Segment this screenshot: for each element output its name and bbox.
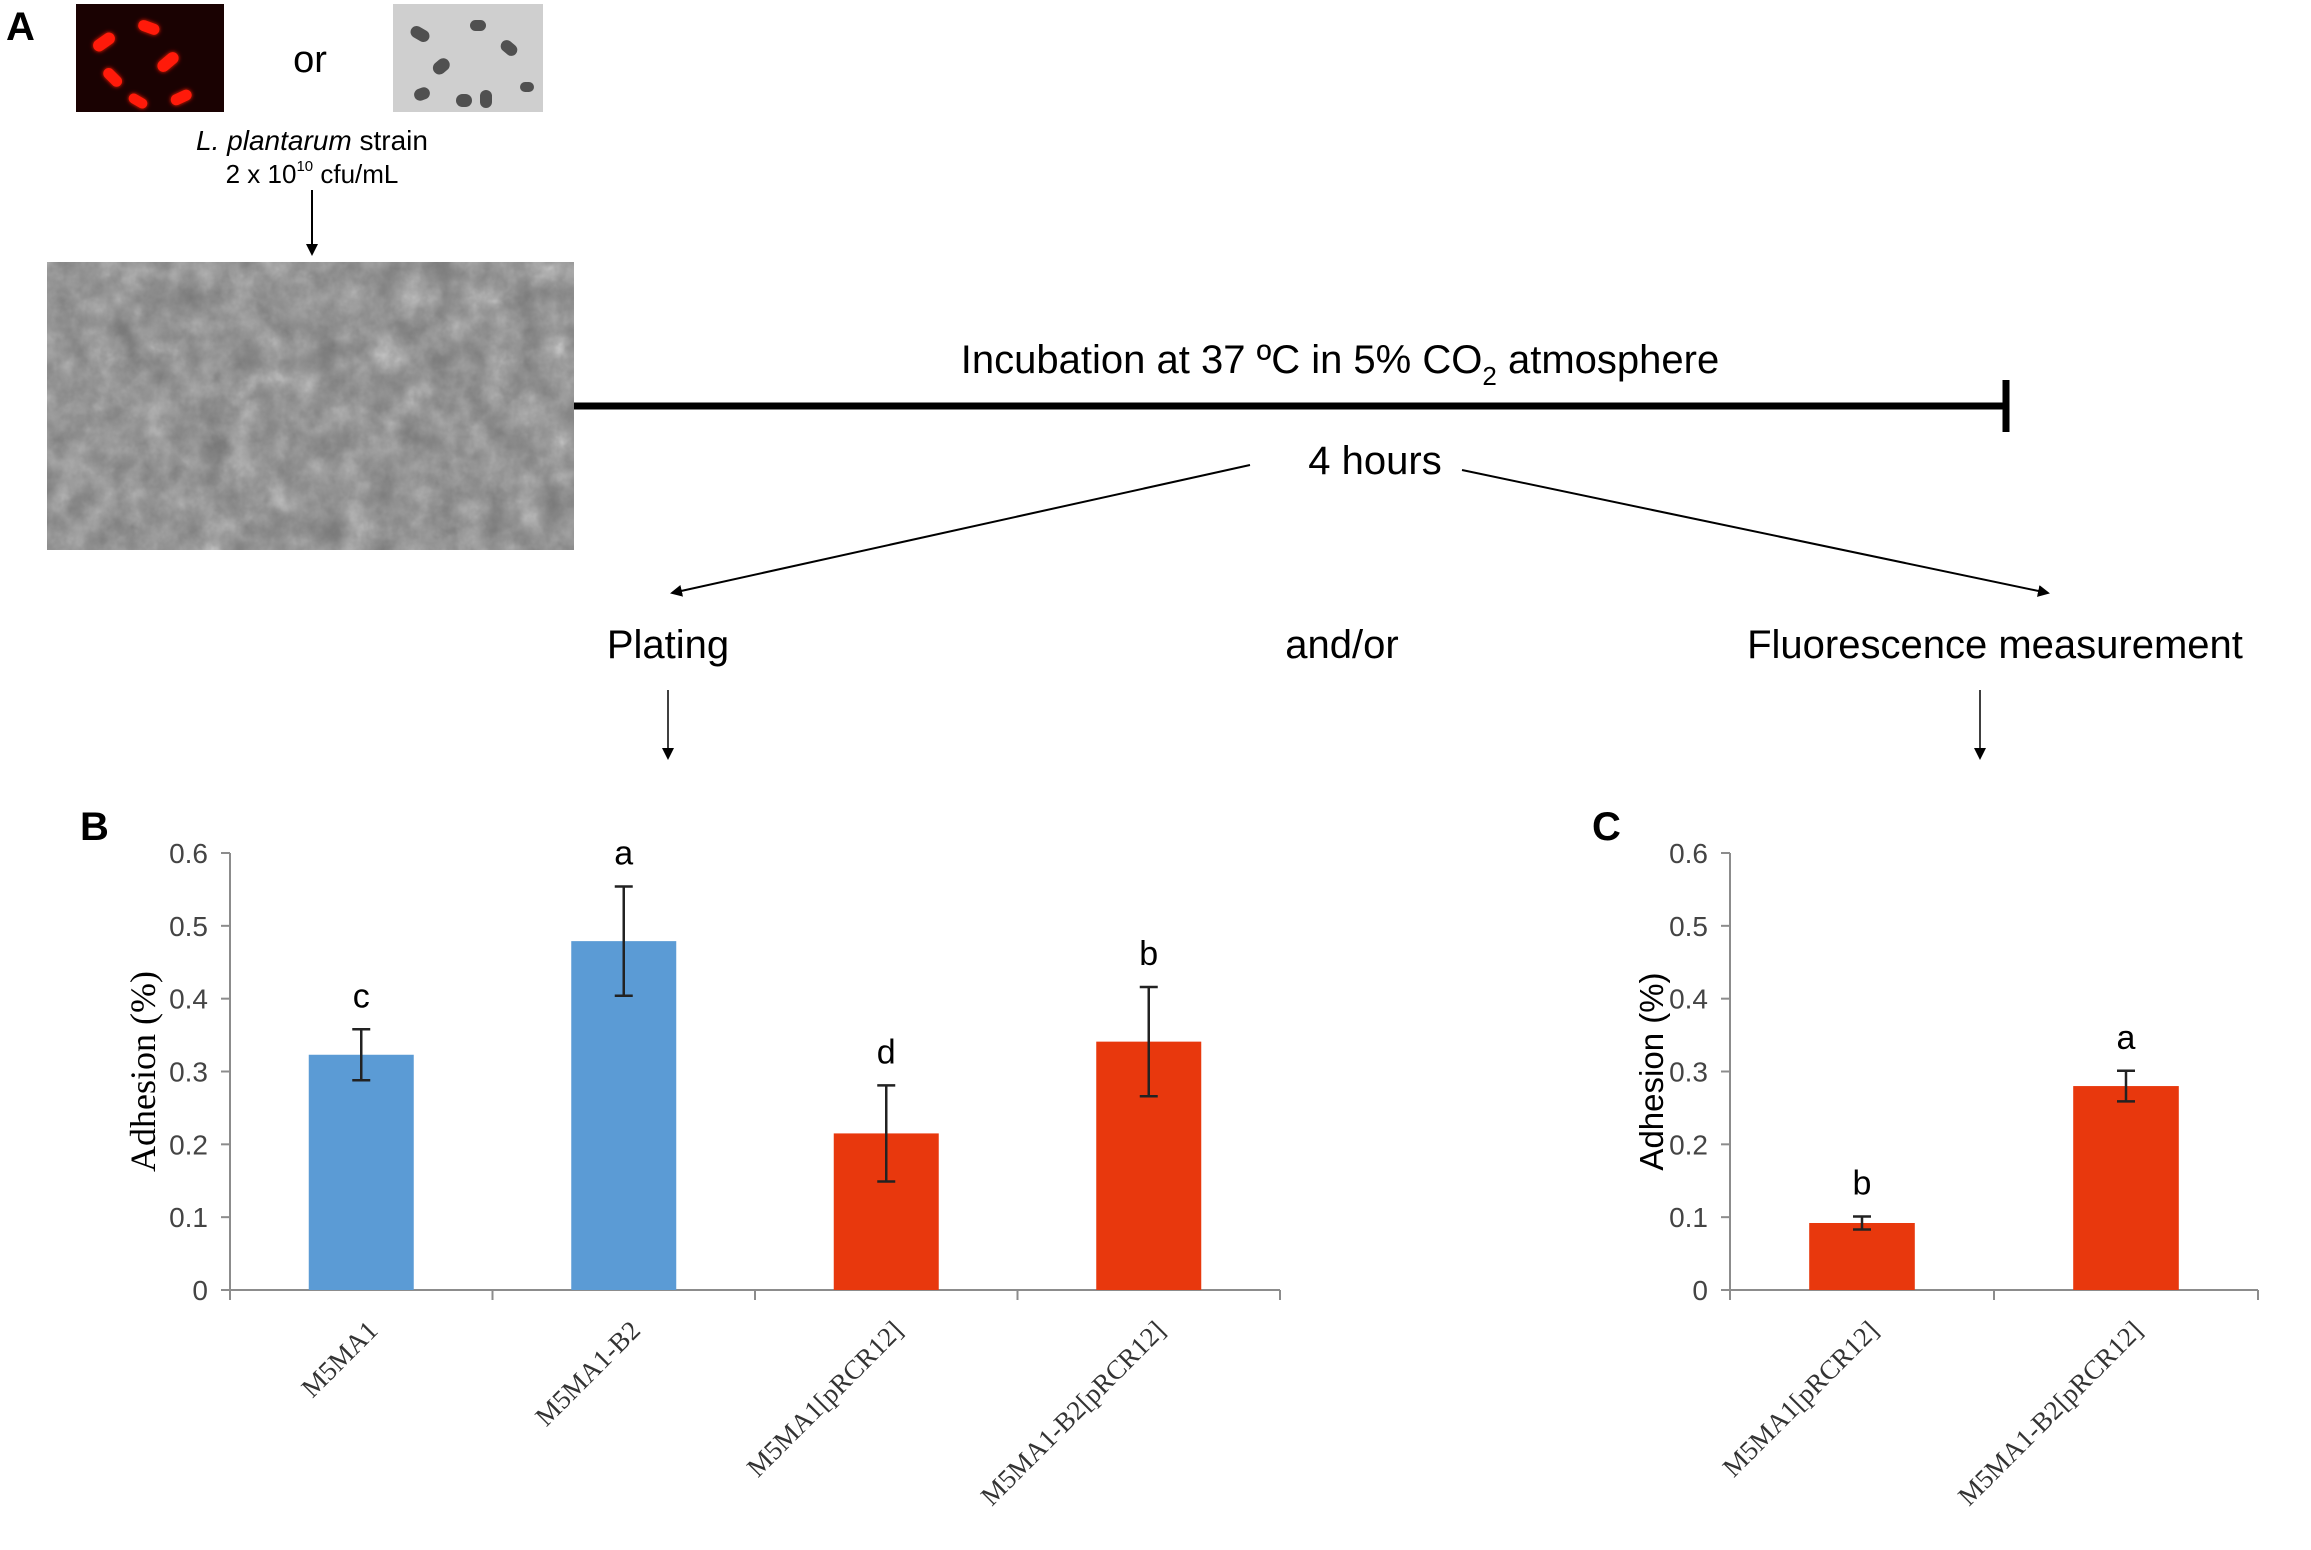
strain-word: strain	[359, 125, 427, 156]
chart-c-y-ticks: 0 0.1 0.2 0.3 0.4 0.5 0.6	[1669, 838, 1730, 1306]
y-tick-label: 0.2	[169, 1129, 208, 1160]
y-tick-label: 0.1	[169, 1202, 208, 1233]
y-tick-label: 0.3	[169, 1057, 208, 1088]
chart-b-significance-letters: c a d b	[353, 835, 1158, 1072]
chart-b: B 0 0.1 0.2 0.3 0.4 0.5 0.6 c a d b M5MA1 M5MA1-B2…	[80, 805, 1281, 1511]
plating-label: Plating	[607, 623, 729, 667]
category-label: M5MA1[pRCR12]	[741, 1315, 909, 1483]
fluorescent-cells	[93, 20, 192, 109]
bar	[308, 1054, 414, 1290]
or-text: or	[293, 39, 327, 81]
concentration-prefix: 2 x 10	[226, 159, 297, 189]
chart-b-error-bars	[352, 885, 1158, 1183]
y-tick-label: 0.6	[169, 838, 208, 869]
chart-c: C 00.10.20.30.40.50.6 ba M5MA1[pRCR12] M5…	[1592, 805, 2259, 1511]
fluorescence-micrograph	[76, 4, 224, 112]
concentration-unit: cfu/mL	[320, 159, 398, 189]
fluorescence-measurement-label: Fluorescence measurement	[1747, 623, 2243, 667]
chart-b-category-labels: M5MA1 M5MA1-B2 M5MA1[pRCR12] M5MA1-B2[pRCR1…	[295, 1315, 1171, 1511]
category-label: M5MA1-B2[pRCR12]	[975, 1315, 1171, 1511]
category-label: M5MA1	[295, 1315, 383, 1403]
y-tick-label: 0	[192, 1275, 208, 1306]
chart-c-error-bars	[1853, 1069, 2135, 1231]
y-tick-label: 0.1	[1669, 1202, 1708, 1233]
significance-letter: a	[614, 835, 633, 873]
chart-c-category-labels: M5MA1[pRCR12] M5MA1-B2[pRCR12]	[1717, 1315, 2149, 1511]
category-label: M5MA1-B2	[529, 1315, 646, 1432]
brightfield-cells	[410, 20, 534, 108]
chart-b-y-ticks: 0 0.1 0.2 0.3 0.4 0.5 0.6	[169, 838, 230, 1306]
chart-c-bars	[1809, 1086, 2179, 1290]
chart-b-bars	[308, 941, 1202, 1290]
significance-letter: b	[1853, 1164, 1872, 1202]
fluorescence-image-background	[76, 4, 224, 112]
cell-image-texture	[47, 262, 574, 550]
bar	[1809, 1222, 1915, 1290]
bar	[571, 941, 677, 1290]
chart-b-y-axis-label: Adhesion (%)	[123, 971, 163, 1172]
chart-c-panel-label: C	[1592, 805, 1621, 849]
y-tick-label: 0.5	[169, 911, 208, 942]
significance-letter: d	[877, 1033, 896, 1071]
panel-a-label: A	[6, 5, 35, 49]
strain-species: L. plantarum	[196, 125, 352, 156]
arrow-to-plating	[670, 464, 1251, 597]
and-or-label: and/or	[1285, 623, 1398, 667]
y-tick-label: 0.4	[169, 984, 208, 1015]
chart-c-y-axis-label: Adhesion (%)	[1633, 972, 1670, 1170]
y-tick-label: 0.5	[1669, 911, 1708, 942]
bar	[2073, 1086, 2179, 1290]
y-tick-label: 0.6	[1669, 838, 1708, 869]
concentration-label: 2 x 1010 cfu/mL	[226, 158, 399, 189]
y-tick-label: 0.3	[1669, 1057, 1708, 1088]
brightfield-micrograph	[393, 4, 543, 112]
y-tick-label: 0	[1692, 1275, 1708, 1306]
chart-c-significance-letters: ba	[1853, 1019, 2136, 1203]
significance-letter: c	[353, 977, 370, 1015]
significance-letter: a	[2117, 1019, 2136, 1057]
category-label: M5MA1[pRCR12]	[1717, 1315, 1885, 1483]
concentration-exponent: 10	[296, 158, 313, 175]
y-tick-label: 0.2	[1669, 1129, 1708, 1160]
strain-label: L. plantarum strain	[196, 125, 428, 156]
arrow-to-fluorescence	[1461, 469, 2050, 597]
panel-a: A or	[6, 4, 2243, 760]
category-label: M5MA1-B2[pRCR12]	[1952, 1315, 2148, 1511]
chart-b-panel-label: B	[80, 805, 109, 849]
epithelial-cell-micrograph	[47, 262, 574, 550]
significance-letter: b	[1139, 935, 1158, 973]
y-tick-label: 0.4	[1669, 984, 1708, 1015]
incubation-label: Incubation at 37 ºC in 5% CO2 atmosphere	[961, 338, 1719, 391]
duration-label: 4 hours	[1308, 439, 1441, 483]
